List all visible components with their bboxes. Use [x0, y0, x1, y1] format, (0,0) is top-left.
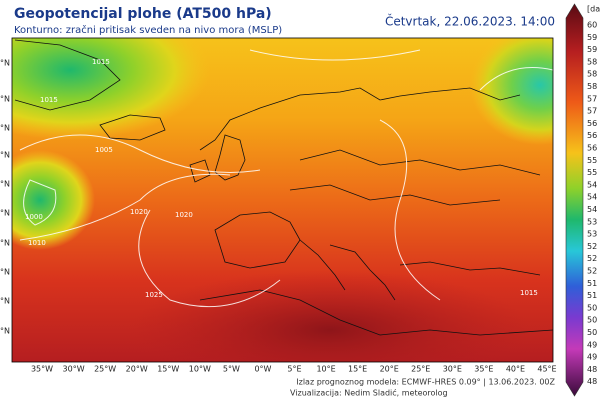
- date: Četvrtak, 22.06.2023. 14:00: [385, 14, 555, 29]
- isobar-label: 1000: [25, 213, 43, 221]
- colorbar-label: 52: [587, 242, 597, 251]
- colorbar-label: 58: [587, 82, 597, 91]
- colorbar-label: 58: [587, 57, 597, 66]
- longitude-label: 5°E: [287, 365, 301, 374]
- latitude-label: °N: [0, 239, 10, 248]
- colorbar-label: 57: [587, 107, 597, 116]
- colorbar-label: 56: [587, 131, 597, 140]
- longitude-label: 10°W: [189, 365, 211, 374]
- colorbar-label: 49: [587, 353, 597, 362]
- colorbar-label: 57: [587, 94, 597, 103]
- isobar-label: 1005: [95, 146, 113, 154]
- isobar-label: 1010: [28, 239, 46, 247]
- colorbar-label: 56: [587, 144, 597, 153]
- colorbar-label: 51: [587, 279, 597, 288]
- longitude-label: 15°W: [157, 365, 179, 374]
- longitude-label: 20°E: [380, 365, 399, 374]
- latitude-label: °N: [0, 59, 10, 68]
- latitude-label: °N: [0, 327, 10, 336]
- colorbar-label: 50: [587, 328, 597, 337]
- colorbar-label: 54: [587, 180, 597, 189]
- colorbar-label: 51: [587, 291, 597, 300]
- isobar-label: 1020: [130, 208, 148, 216]
- longitude-label: 25°W: [94, 365, 116, 374]
- latitude-label: °N: [0, 95, 10, 104]
- latitude-label: °N: [0, 151, 10, 160]
- longitude-label: 35°E: [474, 365, 493, 374]
- colorbar-label: 54: [587, 205, 597, 214]
- colorbar-label: 53: [587, 217, 597, 226]
- longitude-label: 30°E: [443, 365, 462, 374]
- colorbar-label: 56: [587, 119, 597, 128]
- isobar-label: 1015: [40, 96, 58, 104]
- colorbar-label: 52: [587, 254, 597, 263]
- longitude-label: 40°E: [506, 365, 525, 374]
- latitude-label: °N: [0, 124, 10, 133]
- footer-credit: Vizualizacija: Nedim Sladić, meteorolog: [290, 388, 448, 398]
- isobar-label: 1020: [175, 211, 193, 219]
- longitude-label: 30°W: [63, 365, 85, 374]
- colorbar-label: 48: [587, 377, 597, 386]
- colorbar-label: 50: [587, 303, 597, 312]
- longitude-label: 0°W: [254, 365, 271, 374]
- footer-model: Izlaz prognoznog modela: ECMWF-HRES 0.09…: [296, 378, 555, 387]
- longitude-label: 5°W: [223, 365, 240, 374]
- longitude-label: 10°E: [316, 365, 335, 374]
- latitude-label: °N: [0, 297, 10, 306]
- colorbar-label: 55: [587, 156, 597, 165]
- colorbar-label: 52: [587, 267, 597, 276]
- colorbar-label: 50: [587, 316, 597, 325]
- colorbar-label: 49: [587, 340, 597, 349]
- colorbar-label: 59: [587, 33, 597, 42]
- colorbar: [565, 3, 584, 397]
- subtitle: Konturno: zračni pritisak sveden na nivo…: [14, 24, 282, 36]
- colorbar-label: 48: [587, 365, 597, 374]
- colorbar-label: 60: [587, 21, 597, 30]
- colorbar-label: 58: [587, 70, 597, 79]
- title: Geopotencijal plohe (AT500 hPa): [14, 6, 272, 22]
- longitude-label: 35°W: [31, 365, 53, 374]
- latitude-label: °N: [0, 180, 10, 189]
- colorbar-label: 59: [587, 45, 597, 54]
- longitude-label: 45°E: [537, 365, 556, 374]
- latitude-label: °N: [0, 209, 10, 218]
- isobar-label: 1015: [92, 58, 110, 66]
- longitude-label: 15°E: [348, 365, 367, 374]
- longitude-label: 20°W: [126, 365, 148, 374]
- map: [12, 38, 553, 362]
- longitude-label: 25°E: [411, 365, 430, 374]
- colorbar-unit: [da: [587, 5, 600, 14]
- colorbar-label: 54: [587, 193, 597, 202]
- colorbar-label: 53: [587, 230, 597, 239]
- colorbar-label: 55: [587, 168, 597, 177]
- latitude-label: °N: [0, 268, 10, 277]
- isobar-label: 1015: [520, 289, 538, 297]
- map-frame: [11, 37, 554, 363]
- isobar-label: 1025: [145, 291, 163, 299]
